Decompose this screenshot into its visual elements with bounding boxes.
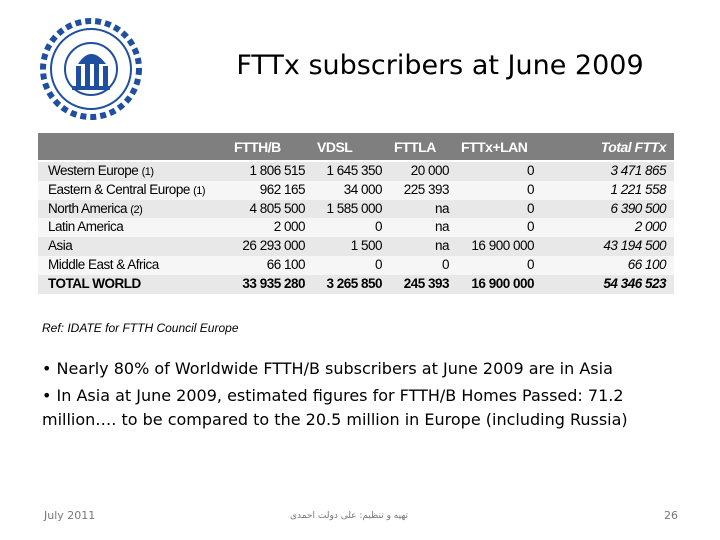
footnote-marker: (1) bbox=[141, 166, 154, 178]
region-name: North America bbox=[48, 200, 128, 216]
table-row: North America (2) 4 805 500 1 585 000 na 0 6 … bbox=[38, 199, 674, 219]
region-name: Asia bbox=[48, 238, 73, 254]
table-cell: 0 bbox=[526, 257, 535, 272]
slide-title: FTTx subscribers at June 2009 bbox=[236, 50, 644, 81]
page-number: 26 bbox=[664, 509, 678, 522]
footer-author: تهیه و تنظیم: علی دولت احمدی bbox=[290, 511, 409, 521]
column-header: VDSL bbox=[317, 139, 353, 155]
row-label: Western Europe (1) bbox=[48, 163, 154, 178]
region-name: Western Europe bbox=[48, 163, 139, 178]
table-cell: 1 221 558 bbox=[610, 181, 666, 197]
table-cell: 2 000 bbox=[634, 219, 667, 235]
table-cell: 4 805 500 bbox=[249, 200, 305, 216]
footer-date: July 2011 bbox=[44, 509, 96, 522]
table-cell: 0 bbox=[526, 200, 535, 216]
table-cell: na bbox=[434, 238, 450, 254]
table-cell: 1 500 bbox=[350, 238, 383, 254]
table-cell: 66 100 bbox=[627, 257, 667, 272]
table-cell: 0 bbox=[526, 163, 535, 178]
table-cell: 1 806 515 bbox=[249, 163, 305, 178]
table-cell: 1 585 000 bbox=[326, 200, 382, 216]
table-cell: 66 100 bbox=[266, 257, 306, 272]
bullet: • In Asia at June 2009, estimated figure… bbox=[42, 386, 628, 429]
table-cell: 0 bbox=[374, 257, 383, 272]
region-name: Middle East & Africa bbox=[48, 257, 159, 272]
row-label: Eastern & Central Europe (1) bbox=[48, 181, 206, 197]
table-cell: 6 390 500 bbox=[610, 200, 666, 216]
table-cell: 3 471 865 bbox=[610, 163, 666, 178]
table-cell: 33 935 280 bbox=[242, 275, 305, 291]
table-cell: 20 000 bbox=[410, 163, 450, 178]
footnote-marker: (2) bbox=[130, 203, 143, 216]
table-cell: 1 645 350 bbox=[326, 163, 382, 178]
table-cell: 34 000 bbox=[343, 181, 383, 197]
table-cell: 0 bbox=[526, 181, 535, 197]
table-row: TOTAL WORLD 33 935 280 3 265 850 245 393 16 … bbox=[38, 274, 674, 294]
table-cell: 2 000 bbox=[273, 219, 306, 235]
table-cell: na bbox=[434, 219, 450, 235]
table-cell: 54 346 523 bbox=[603, 275, 666, 291]
row-label: Middle East & Africa bbox=[48, 257, 159, 272]
reference: Ref: IDATE for FTTH Council Europe bbox=[42, 321, 239, 335]
table-cell: 0 bbox=[526, 219, 535, 235]
table-cell: 245 393 bbox=[403, 275, 450, 291]
table-cell: 43 194 500 bbox=[603, 238, 666, 254]
table-cell: 962 165 bbox=[259, 181, 306, 197]
table-cell: 16 900 000 bbox=[471, 275, 534, 291]
column-header: FTTx+LAN bbox=[461, 139, 528, 155]
table-cell: 225 393 bbox=[403, 181, 450, 197]
header-row: FTTH/B VDSL FTTLA FTTx+LAN Total FTTx bbox=[38, 133, 674, 160]
row-label: Latin America bbox=[48, 219, 124, 235]
table-row: Eastern & Central Europe (1) 962 165 34 00… bbox=[38, 180, 674, 200]
footnote-marker: (1) bbox=[193, 184, 206, 197]
region-name: Eastern & Central Europe bbox=[48, 181, 190, 197]
table-cell: 16 900 000 bbox=[471, 238, 534, 254]
table-row: Western Europe (1) 1 806 515 1 645 350 20 0… bbox=[38, 162, 674, 181]
region-name: TOTAL WORLD bbox=[48, 275, 141, 291]
table-row: Asia 26 293 000 1 500 na 16 900 000 43 194 50… bbox=[38, 237, 674, 256]
table-row: Latin America 2 000 0 na 0 2 000 bbox=[38, 218, 674, 238]
row-label: North America (2) bbox=[48, 200, 143, 216]
region-name: Latin America bbox=[48, 219, 124, 235]
column-header: FTTLA bbox=[394, 139, 436, 155]
table-cell: 26 293 000 bbox=[242, 238, 305, 254]
column-header: FTTH/B bbox=[234, 139, 281, 155]
table-cell: 3 265 850 bbox=[326, 275, 382, 291]
table-cell: 0 bbox=[374, 219, 383, 235]
row-label: Asia bbox=[48, 238, 73, 254]
table: FTTH/B VDSL FTTLA FTTx+LAN Total FTTx Western… bbox=[38, 133, 674, 294]
table-row: Middle East & Africa 66 100 0 0 0 66 100 bbox=[38, 256, 674, 275]
table-cell: na bbox=[434, 200, 450, 216]
table-cell: 0 bbox=[441, 257, 450, 272]
row-label: TOTAL WORLD bbox=[48, 276, 141, 291]
column-header: Total FTTx bbox=[600, 139, 667, 155]
bullet: • Nearly 80% of Worldwide FTTH/B subscri… bbox=[42, 359, 613, 378]
logo bbox=[40, 18, 142, 120]
